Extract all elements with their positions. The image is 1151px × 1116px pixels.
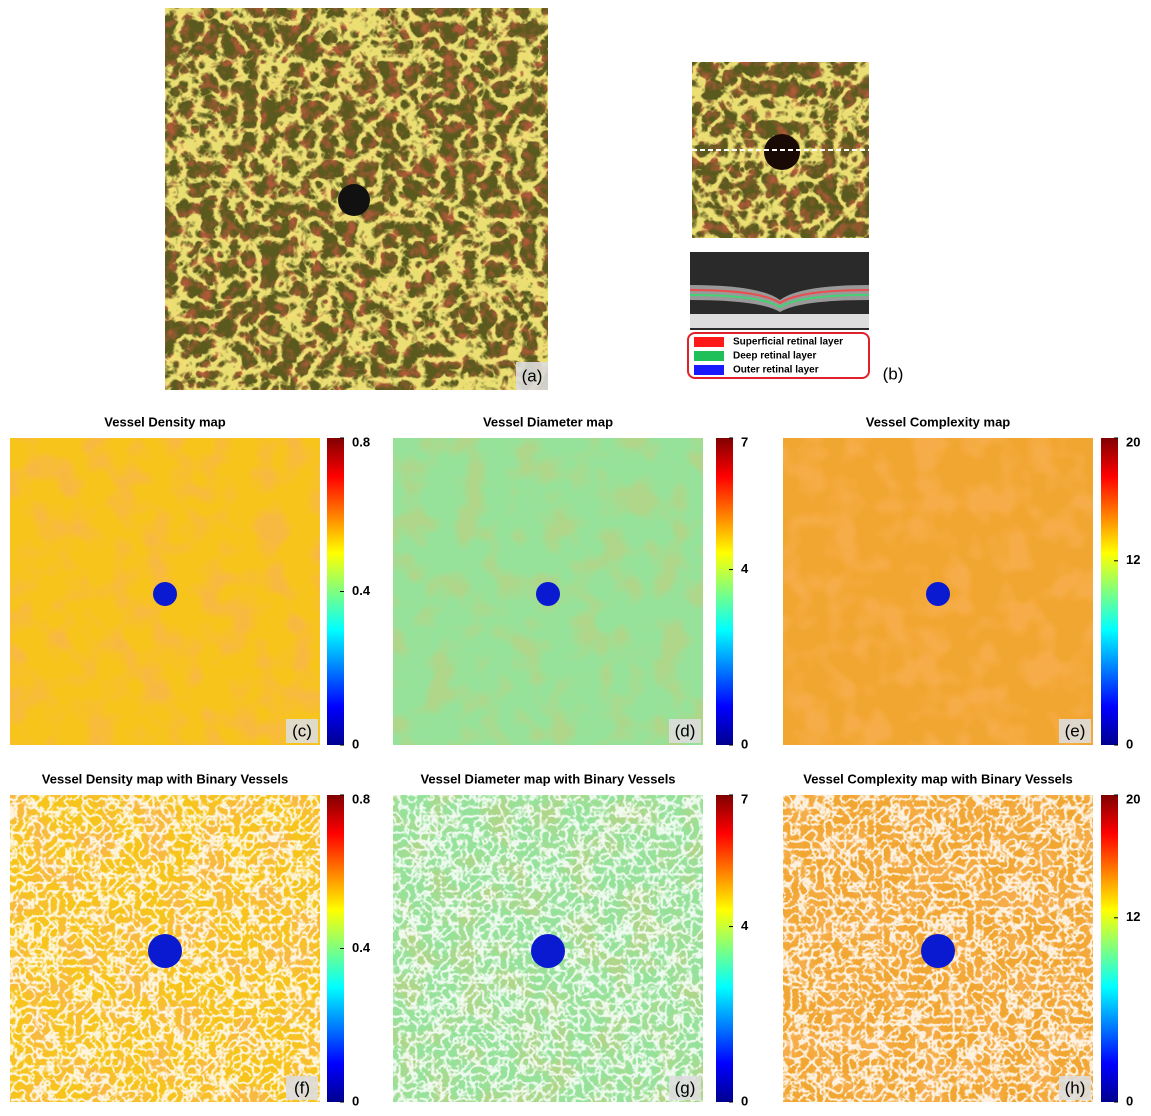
legend-label: Deep retinal layer xyxy=(733,351,816,362)
fovea xyxy=(536,582,560,606)
colorbar-tick-label: 0 xyxy=(1126,736,1133,751)
legend-label: Outer retinal layer xyxy=(733,365,819,376)
colorbar xyxy=(716,795,733,1102)
colorbar-tick-label: 0 xyxy=(741,1093,748,1108)
colorbar-tick-label: 20 xyxy=(1126,434,1140,449)
fovea xyxy=(338,184,370,216)
colorbar-tick-label: 4 xyxy=(741,918,749,933)
legend-swatch xyxy=(694,351,724,361)
fovea xyxy=(531,934,565,968)
panel-label: (h) xyxy=(1065,1078,1086,1097)
colorbar-tick-label: 20 xyxy=(1126,791,1140,806)
panel-label: (a) xyxy=(522,366,543,385)
map-title: Vessel Diameter map with Binary Vessels xyxy=(420,771,675,786)
colorbar-tick-label: 4 xyxy=(741,561,749,576)
colorbar-tick-label: 0 xyxy=(352,736,359,751)
fovea xyxy=(764,134,800,170)
colorbar-tick-label: 0.4 xyxy=(352,940,371,955)
legend-label: Superficial retinal layer xyxy=(733,337,843,348)
panel-label: (d) xyxy=(675,721,696,740)
colorbar-tick-label: 7 xyxy=(741,791,748,806)
legend-swatch xyxy=(694,337,724,347)
panel-a: (a) xyxy=(165,8,548,390)
colorbar-tick-label: 7 xyxy=(741,434,748,449)
fovea xyxy=(153,582,177,606)
map-title: Vessel Density map with Binary Vessels xyxy=(42,771,288,786)
fovea xyxy=(148,934,182,968)
rpe-band xyxy=(690,314,869,328)
colorbar-tick-label: 0.8 xyxy=(352,791,370,806)
figure: (a) Superficial retinal layer Deep retina… xyxy=(0,0,1151,1111)
panel-label: (e) xyxy=(1065,721,1086,740)
colorbar-tick-label: 0.8 xyxy=(352,434,370,449)
colorbar xyxy=(1101,438,1118,745)
panel-label: (g) xyxy=(675,1078,696,1097)
maps: Vessel Density map (c) 0 0.4 0.8 Vessel Diame… xyxy=(10,414,1140,1108)
colorbar-tick-label: 12 xyxy=(1126,909,1140,924)
colorbar-tick-label: 0 xyxy=(352,1093,359,1108)
colorbar xyxy=(716,438,733,745)
panel-label: (b) xyxy=(883,364,904,383)
panel-label: (f) xyxy=(294,1078,310,1097)
panel-b: Superficial retinal layer Deep retinal la… xyxy=(688,62,903,383)
fovea xyxy=(926,582,950,606)
colorbar-tick-label: 0 xyxy=(1126,1093,1133,1108)
legend-swatch xyxy=(694,365,724,375)
fovea xyxy=(921,934,955,968)
colorbar-tick-label: 0 xyxy=(741,736,748,751)
map-title: Vessel Density map xyxy=(104,414,225,429)
panel-label: (c) xyxy=(292,721,312,740)
colorbar xyxy=(1101,795,1118,1102)
map-title: Vessel Complexity map xyxy=(866,414,1011,429)
map-title: Vessel Diameter map xyxy=(483,414,613,429)
colorbar-tick-label: 0.4 xyxy=(352,583,371,598)
colorbar-tick-label: 12 xyxy=(1126,552,1140,567)
map-title: Vessel Complexity map with Binary Vessel… xyxy=(803,771,1073,786)
